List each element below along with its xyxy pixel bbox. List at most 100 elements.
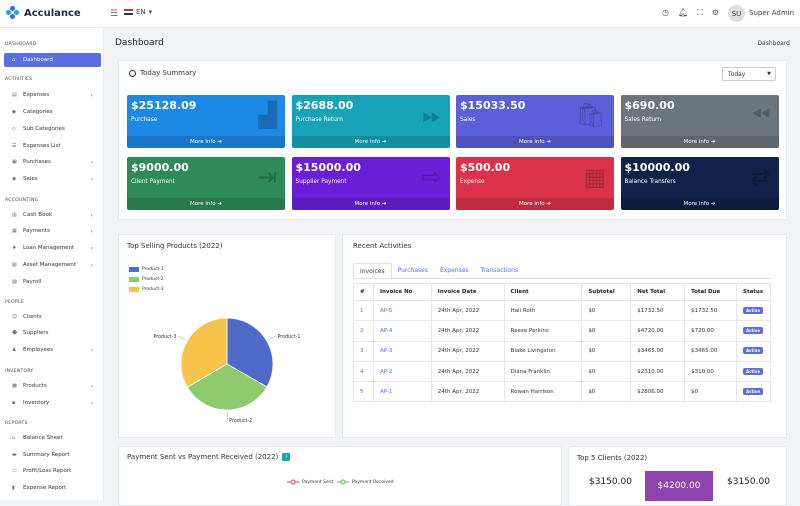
sidebar-item-summary-report[interactable]: ▬Summary Report [4, 448, 101, 462]
legend-item[interactable]: Payment Received [337, 479, 394, 485]
invoice-date: 24th Apr, 2022 [431, 341, 504, 361]
clock-icon[interactable]: ◷ [662, 8, 669, 18]
sidebar-item-profit-loss-report[interactable]: ▭Profit/Loss Report [4, 464, 101, 478]
column-header[interactable]: Client [504, 284, 582, 301]
invoice-link[interactable]: AP-2 [373, 361, 431, 381]
more-info-link[interactable]: More info ➔ [127, 198, 285, 210]
language-selector[interactable]: EN ▾ [124, 8, 152, 16]
sidebar-item-suppliers[interactable]: ☻Suppliers [4, 326, 101, 340]
settings-icon[interactable]: ⚙ [712, 8, 719, 18]
sidebar-item-categories[interactable]: ◆Categories [4, 105, 101, 119]
sidebar-item-label: Dashboard [23, 57, 53, 63]
sidebar-item-icon: ▩ [12, 383, 18, 389]
sidebar-item-clients[interactable]: ☺Clients [4, 310, 101, 324]
more-info-link[interactable]: More info ➔ [456, 198, 614, 210]
sidebar-item-expenses-list[interactable]: ☰Expenses List [4, 139, 101, 153]
sidebar-item-payroll[interactable]: ▨Payroll [4, 275, 101, 289]
invoice-date: 24th Apr, 2022 [431, 382, 504, 402]
legend-marker [287, 479, 299, 485]
sidebar-item-icon: ♟ [12, 347, 18, 353]
brand-logo[interactable]: Acculance [6, 6, 81, 20]
sidebar-item-expense-report[interactable]: ▮Expense Report [4, 481, 101, 495]
period-select[interactable]: Today ▼ [722, 67, 776, 81]
column-header[interactable]: Subtotal [582, 284, 631, 301]
fast-forward-icon: ⏩︎ [422, 101, 441, 129]
pie-label: Product-1 [277, 334, 300, 340]
sidebar-item-icon: ☺ [12, 314, 18, 320]
more-info-link[interactable]: More info ➔ [292, 198, 450, 210]
client-value[interactable]: $3150.00 [589, 477, 632, 487]
client-value[interactable]: $3150.00 [727, 477, 770, 487]
rewind-icon: ⏪︎ [751, 101, 770, 129]
sidebar-item-expenses[interactable]: ▤Expenses‹ [4, 88, 101, 102]
client-name: Reese Perkins [504, 321, 582, 341]
more-info-link[interactable]: More info ➔ [292, 136, 450, 148]
fullscreen-icon[interactable]: ⛶ [697, 8, 703, 18]
column-header[interactable]: # [354, 284, 374, 301]
more-info-link[interactable]: More info ➔ [456, 136, 614, 148]
column-header[interactable]: Net Total [631, 284, 685, 301]
row-index[interactable]: 4 [354, 361, 374, 381]
invoice-link[interactable]: AP-1 [373, 382, 431, 402]
sidebar-item-loan-management[interactable]: ♦Loan Management‹ [4, 241, 101, 255]
chevron-left-icon: ‹ [91, 245, 93, 252]
sidebar-item-sub-categories[interactable]: ◇Sub Categories [4, 122, 101, 136]
legend-item[interactable]: Payment Sent [287, 479, 333, 485]
language-label: EN [136, 8, 146, 16]
more-info-link[interactable]: More info ➔ [127, 136, 285, 148]
column-header[interactable]: Total Due [685, 284, 737, 301]
period-value: Today [728, 71, 745, 78]
invoice-link[interactable]: AP-4 [373, 321, 431, 341]
column-header[interactable]: Invoice Date [431, 284, 504, 301]
sidebar-item-payments[interactable]: ▦Payments‹ [4, 224, 101, 238]
bell-icon[interactable]: 🔔︎ [678, 8, 688, 18]
menu-toggle-icon[interactable]: ☰ [110, 9, 118, 19]
payments-card: Payment Sent vs Payment Received (2022) … [118, 446, 562, 506]
subtotal: $0 [582, 361, 631, 381]
column-header[interactable]: Invoice No [373, 284, 431, 301]
row-index[interactable]: 3 [354, 341, 374, 361]
row-index[interactable]: 2 [354, 321, 374, 341]
calculator-icon: ▦ [583, 163, 606, 191]
sidebar-item-cash-book[interactable]: ▥Cash Book‹ [4, 208, 101, 222]
column-header[interactable]: Status [736, 284, 770, 301]
status-badge: Active [743, 368, 763, 375]
sidebar-item-asset-management[interactable]: ▧Asset Management‹ [4, 258, 101, 272]
client-name: Diana Franklin [504, 361, 582, 381]
row-index[interactable]: 1 [354, 301, 374, 321]
avatar[interactable]: SU [728, 5, 745, 22]
sidebar-item-icon: ▪ [12, 400, 18, 406]
more-info-link[interactable]: More info ➔ [621, 136, 779, 148]
sidebar-section-title: Dashboard [0, 42, 37, 47]
chevron-left-icon: ‹ [91, 228, 93, 235]
pie-label-line [269, 336, 276, 340]
sidebar-item-sales[interactable]: ◉Sales‹ [4, 172, 101, 186]
subtotal: $0 [582, 341, 631, 361]
sidebar-item-dashboard[interactable]: ⌂Dashboard [4, 53, 101, 67]
chevron-left-icon: ‹ [91, 400, 93, 407]
sidebar-item-inventory[interactable]: ▪Inventory‹ [4, 396, 101, 410]
user-name[interactable]: Super Admin [749, 9, 794, 17]
invoice-link[interactable]: AP-3 [373, 341, 431, 361]
sidebar-item-purchases[interactable]: ▣Purchases‹ [4, 155, 101, 169]
sidebar-item-balance-sheet[interactable]: ▫Balance Sheet [4, 431, 101, 445]
sidebar-item-products[interactable]: ▩Products‹ [4, 379, 101, 393]
client-value-highlight[interactable]: $4200.00 [645, 471, 713, 501]
more-info-link[interactable]: More info ➔ [621, 198, 779, 210]
invoice-link[interactable]: AP-5 [373, 301, 431, 321]
legend-label: Payment Received [352, 480, 394, 485]
breadcrumb[interactable]: Dashboard [757, 40, 790, 47]
info-icon[interactable]: i [282, 453, 290, 461]
sidebar-item-employees[interactable]: ♟Employees‹ [4, 343, 101, 357]
sidebar-item-icon: ▦ [12, 228, 18, 234]
row-index[interactable]: 5 [354, 382, 374, 402]
